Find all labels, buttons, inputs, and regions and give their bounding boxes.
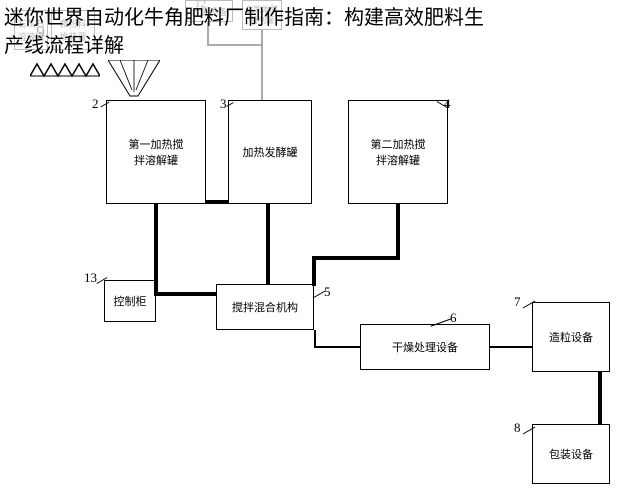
conn-5-to-6 <box>314 346 360 348</box>
conn-3-to-5 <box>266 204 270 284</box>
conn-2-3-gap <box>206 200 228 204</box>
box-dry-process-label: 干燥处理设备 <box>392 339 458 355</box>
box-heat-mix-2: 第二加热搅拌溶解罐 <box>348 100 448 204</box>
num-2: 2 <box>92 96 99 112</box>
num-4: 4 <box>444 96 451 112</box>
conn-2-down <box>154 204 158 296</box>
num-7: 7 <box>514 294 521 310</box>
num-13: 13 <box>84 270 97 286</box>
num-5: 5 <box>324 284 331 300</box>
box-heat-mix-1-label: 第一加热搅拌溶解罐 <box>129 136 184 168</box>
hopper-shape <box>108 60 160 100</box>
conn-2-to-5 <box>154 292 216 296</box>
conn-4-down <box>396 204 400 260</box>
box-control-cabinet-label: 控制柜 <box>114 293 147 309</box>
box-granulate: 造粒设备 <box>532 302 610 372</box>
num-3: 3 <box>220 96 227 112</box>
box-mix-mechanism-label: 搅拌混合机构 <box>232 299 298 315</box>
box-package: 包装设备 <box>532 424 610 484</box>
conn-6-to-7 <box>490 346 532 348</box>
conn-7-to-8 <box>598 372 602 424</box>
page-title-line1: 迷你世界自动化牛角肥料厂制作指南：构建高效肥料生 <box>4 4 484 32</box>
conn-5-down <box>314 330 316 346</box>
conn-bio-down <box>261 30 263 100</box>
box-heat-mix-2-label: 第二加热搅拌溶解罐 <box>371 136 426 168</box>
page-title-line2: 产线流程详解 <box>4 32 124 60</box>
box-heat-mix-1: 第一加热搅拌溶解罐 <box>106 100 206 204</box>
box-heat-ferment: 加热发酵罐 <box>228 100 312 204</box>
zigzag-divider <box>30 62 100 78</box>
conn-measure-h <box>207 44 263 46</box>
conn-4-to-5 <box>312 256 316 286</box>
conn-4-left <box>312 256 400 260</box>
box-heat-ferment-label: 加热发酵罐 <box>243 144 298 160</box>
box-package-label: 包装设备 <box>549 446 593 462</box>
box-control-cabinet: 控制柜 <box>104 280 156 322</box>
box-granulate-label: 造粒设备 <box>549 329 593 345</box>
num-8: 8 <box>514 420 521 436</box>
box-mix-mechanism: 搅拌混合机构 <box>216 284 314 330</box>
box-dry-process: 干燥处理设备 <box>360 324 490 370</box>
